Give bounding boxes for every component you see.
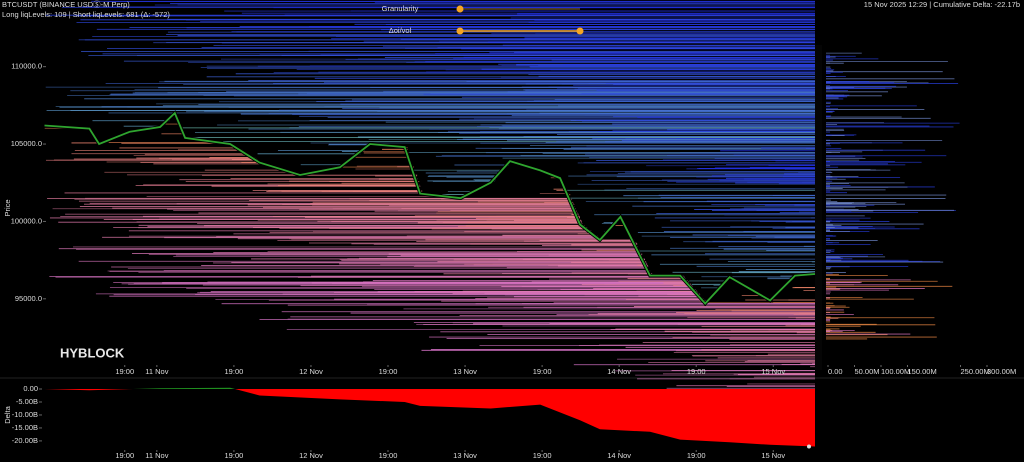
x-tick-label: 15 Nov xyxy=(761,367,785,376)
granularity-label: Granularity xyxy=(382,4,419,13)
x-tick-label: 19:00 xyxy=(687,451,706,460)
y-tick-label: 105000.0 xyxy=(11,139,42,148)
x-tick-label: 13 Nov xyxy=(453,451,477,460)
x-tick-label: 13 Nov xyxy=(453,367,477,376)
x-tick-label: 14 Nov xyxy=(607,451,631,460)
volume-tick-label: 300.00M xyxy=(987,367,1016,376)
y-tick-label: -15.00B xyxy=(12,423,38,432)
x-tick-label: 12 Nov xyxy=(299,451,323,460)
volume-tick-label: 250.00M xyxy=(961,367,990,376)
price-line xyxy=(44,111,816,305)
separator xyxy=(815,45,822,370)
x-tick-label: 14 Nov xyxy=(607,367,631,376)
x-tick-label: 19:00 xyxy=(379,451,398,460)
y-tick-label: -20.00B xyxy=(12,436,38,445)
x-tick-label: 19:00 xyxy=(533,451,552,460)
heatmap xyxy=(44,0,815,442)
x-tick-label: 19:00 xyxy=(115,367,134,376)
x-tick-label: 19:00 xyxy=(225,367,244,376)
slider-handle[interactable] xyxy=(576,27,584,35)
slider-handle[interactable] xyxy=(456,5,464,13)
x-tick-label: 19:00 xyxy=(533,367,552,376)
y-tick-label: 100000.0 xyxy=(11,216,42,225)
x-tick-label: 12 Nov xyxy=(299,367,323,376)
volume-tick-label: 150.00M xyxy=(908,367,937,376)
volume-tick-label: 100.00M xyxy=(881,367,910,376)
status: 15 Nov 2025 12:29 | Cumulative Delta: -2… xyxy=(864,0,1020,9)
y-tick-label: 110000.0 xyxy=(11,62,42,71)
x-tick-label: 15 Nov xyxy=(761,451,785,460)
watermark: HYBLOCK xyxy=(60,345,125,360)
y-tick-label: -10.00B xyxy=(12,410,38,419)
oi-vol-label: Δoi/vol xyxy=(389,26,412,35)
symbol: BTCUSDT (BINANCE USDⓈ-M Perp) xyxy=(2,0,130,9)
x-tick-label: 19:00 xyxy=(115,451,134,460)
delta-last-point xyxy=(807,444,811,449)
y-tick-label: 95000.0 xyxy=(15,294,42,303)
delta-area-negative xyxy=(44,389,815,447)
x-tick-label: 19:00 xyxy=(225,451,244,460)
y-axis-title: Price xyxy=(3,199,12,216)
x-tick-label: 19:00 xyxy=(687,367,706,376)
x-tick-label: 11 Nov xyxy=(145,367,168,376)
y-axis-title: Delta xyxy=(3,405,12,423)
y-tick-label: -5.00B xyxy=(16,397,38,406)
x-tick-label: 11 Nov xyxy=(145,451,168,460)
volume-tick-label: 50.00M xyxy=(855,367,880,376)
delta-area-positive xyxy=(44,387,236,390)
x-tick-label: 19:00 xyxy=(379,367,398,376)
slider-handle[interactable] xyxy=(456,27,464,35)
y-tick-label: 0.00 xyxy=(23,384,38,393)
liquidation-profile xyxy=(826,52,960,340)
volume-tick-label: 0.00 xyxy=(828,367,843,376)
levels: Long liqLevels: 109 | Short liqLevels: 6… xyxy=(2,10,170,19)
